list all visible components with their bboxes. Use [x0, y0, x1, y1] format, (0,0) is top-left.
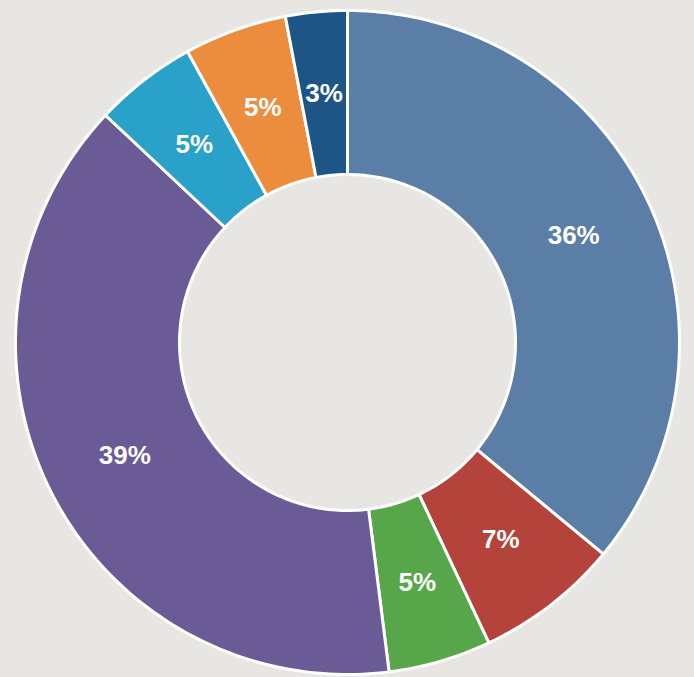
svg-text:7%: 7% [482, 524, 520, 554]
svg-text:39%: 39% [99, 440, 151, 470]
svg-text:5%: 5% [244, 92, 282, 122]
svg-text:3%: 3% [305, 78, 343, 108]
svg-text:36%: 36% [548, 220, 600, 250]
svg-text:5%: 5% [398, 567, 436, 597]
svg-text:5%: 5% [175, 129, 213, 159]
